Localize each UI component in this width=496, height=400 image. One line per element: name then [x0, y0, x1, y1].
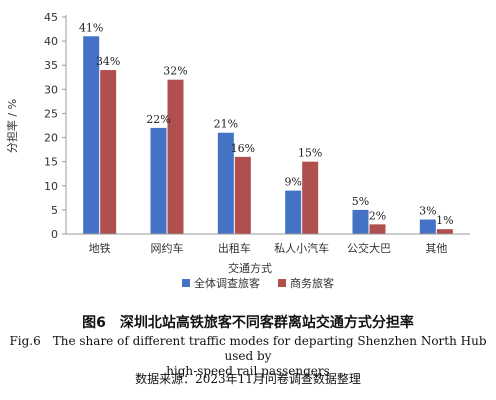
bars — [83, 36, 453, 235]
y-tick-label: 35 — [44, 59, 58, 72]
bar-all-passengers — [150, 127, 167, 234]
y-axis: 0 5 10 15 20 25 30 35 40 45 — [44, 11, 67, 241]
bar-business-passengers — [234, 156, 251, 234]
bar-all-passengers — [352, 209, 369, 234]
y-tick-label: 30 — [44, 83, 58, 96]
y-tick-label: 20 — [44, 132, 58, 145]
y-tick-label: 25 — [44, 107, 58, 120]
bar-all-passengers — [419, 219, 436, 234]
y-tick-label: 40 — [44, 35, 58, 48]
bar-value-label: 3% — [419, 205, 436, 218]
bar-value-label: 41% — [79, 21, 103, 34]
figure-title-english-line1: Fig.6 The share of different traffic mod… — [9, 334, 487, 363]
bar-value-label: 21% — [214, 118, 238, 131]
bar-business-passengers — [100, 70, 117, 235]
figure-source: 数据来源：2023年11月问卷调查数据整理 — [135, 372, 361, 386]
y-tick-label: 10 — [44, 180, 58, 193]
bar-business-passengers — [436, 229, 453, 234]
bar-value-labels: 41% 22% 21% 9% 5% 3% 34% 32% 16% 15% 2% 1% — [79, 21, 454, 227]
bar-value-label: 9% — [284, 176, 301, 189]
x-tick-label: 其他 — [425, 242, 447, 255]
figure-title-english-line2: high-speed rail passengers — [166, 364, 330, 378]
x-tick-label: 地铁 — [89, 242, 111, 255]
bar-business-passengers — [369, 224, 386, 234]
legend-swatch — [182, 279, 190, 287]
bar-value-label: 16% — [231, 142, 255, 155]
x-tick-label: 出租车 — [218, 241, 251, 255]
bar-all-passengers — [285, 190, 302, 234]
legend-label: 全体调查旅客 — [194, 276, 260, 290]
bar-value-label: 15% — [298, 147, 322, 160]
bar-value-label: 32% — [163, 65, 187, 78]
legend-swatch — [278, 279, 286, 287]
legend: 全体调查旅客 商务旅客 — [182, 276, 334, 290]
x-axis-title: 交通方式 — [228, 261, 272, 275]
bar-all-passengers — [83, 36, 100, 235]
bar-value-label: 1% — [436, 214, 453, 227]
y-tick-label: 0 — [51, 228, 58, 241]
x-axis: 地铁 网约车 出租车 私人小汽车 公交大巴 其他 — [66, 233, 470, 255]
y-axis-title: 分担率 / % — [5, 99, 19, 153]
bar-value-label: 2% — [369, 209, 386, 222]
bar-business-passengers — [302, 161, 319, 234]
figure-title: 图6 深圳北站高铁旅客不同客群离站交通方式分担率 — [82, 315, 414, 331]
y-tick-label: 45 — [44, 11, 58, 24]
legend-label: 商务旅客 — [290, 276, 334, 290]
bar-business-passengers — [167, 79, 184, 234]
bar-value-label: 5% — [352, 195, 369, 208]
y-tick-label: 15 — [44, 156, 58, 169]
x-tick-label: 网约车 — [151, 241, 184, 255]
y-tick-label: 5 — [51, 204, 58, 217]
bar-value-label: 22% — [146, 113, 170, 126]
figure-title-english: Fig.6 The share of different traffic mod… — [0, 334, 496, 379]
bar-chart: 0 5 10 15 20 25 30 35 40 45 41% 22% 21% 9% 5% 3% 34% 32%… — [5, 11, 470, 290]
bar-all-passengers — [217, 132, 234, 234]
x-tick-label: 私人小汽车 — [274, 241, 329, 255]
x-tick-label: 公交大巴 — [347, 241, 391, 255]
bar-value-label: 34% — [96, 55, 120, 68]
